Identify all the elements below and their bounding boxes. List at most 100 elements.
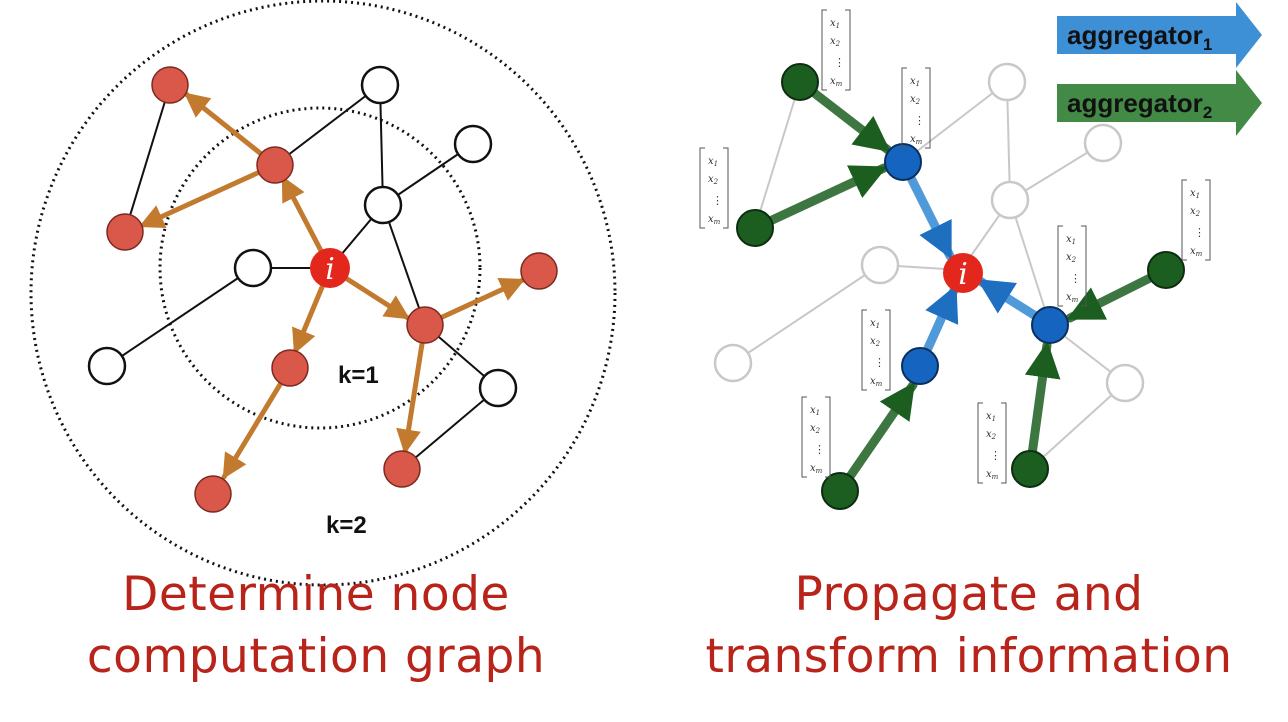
feature-entry: x1 bbox=[708, 156, 718, 168]
k1-boundary bbox=[158, 106, 482, 430]
feature-ellipsis: ⋮ bbox=[914, 114, 925, 127]
hop-edge bbox=[396, 322, 428, 455]
faded-edges bbox=[732, 81, 1126, 470]
graph-node bbox=[884, 143, 922, 181]
graph-node bbox=[1105, 363, 1145, 403]
graph-node bbox=[1031, 306, 1069, 344]
feature-vector: x1 x2 xm ⋮ bbox=[901, 67, 931, 149]
center-node-label: i bbox=[958, 257, 968, 292]
graph-node bbox=[520, 252, 558, 290]
agg1-nodes bbox=[884, 143, 1069, 385]
feature-vector: x1 x2 xm ⋮ bbox=[977, 402, 1007, 484]
feature-entry: x2 bbox=[708, 174, 719, 186]
hop-edge bbox=[138, 162, 278, 229]
feature-entry: xm bbox=[986, 469, 999, 481]
feature-entry: x1 bbox=[1066, 234, 1076, 246]
right-caption: Propagate and transform information bbox=[650, 564, 1288, 688]
faded-nodes bbox=[713, 62, 1145, 403]
left-caption: Determine node computation graph bbox=[0, 564, 632, 688]
k1-label: k=1 bbox=[338, 362, 379, 389]
agg2-edge bbox=[750, 163, 889, 233]
graph-node bbox=[1083, 123, 1123, 163]
graph-node bbox=[87, 346, 127, 386]
feature-entry: xm bbox=[830, 76, 843, 88]
k2-label: k=2 bbox=[326, 512, 367, 539]
graph-node bbox=[860, 245, 900, 285]
feature-vector: x1 x2 xm ⋮ bbox=[821, 9, 851, 91]
left-caption-line2: computation graph bbox=[86, 629, 546, 684]
feature-vector: x1 x2 xm ⋮ bbox=[1057, 225, 1087, 307]
feature-ellipsis: ⋮ bbox=[1194, 226, 1205, 239]
agg2-edge bbox=[1024, 340, 1061, 474]
feature-entry: x2 bbox=[870, 336, 881, 348]
graph-node bbox=[271, 349, 309, 387]
hop-edge bbox=[221, 365, 293, 480]
graph-node bbox=[363, 185, 403, 225]
feature-entry: x1 bbox=[810, 405, 820, 417]
feature-vector: x1 x2 xm ⋮ bbox=[1181, 179, 1211, 261]
graph-node bbox=[106, 213, 144, 251]
aggregator2-arrow-icon bbox=[1057, 70, 1262, 136]
graph-node bbox=[736, 209, 774, 247]
graph-node bbox=[151, 66, 189, 104]
feature-entry: xm bbox=[708, 214, 721, 226]
feature-ellipsis: ⋮ bbox=[1070, 272, 1081, 285]
feature-ellipsis: ⋮ bbox=[874, 356, 885, 369]
feature-entry: x1 bbox=[830, 18, 840, 30]
left-hop-nodes bbox=[106, 66, 558, 513]
aggregator1-label: aggregator1 bbox=[1067, 20, 1212, 54]
feature-entry: x1 bbox=[870, 318, 880, 330]
k2-boundary bbox=[29, 0, 617, 587]
left-edges bbox=[106, 84, 499, 470]
feature-entry: x2 bbox=[810, 423, 821, 435]
left-panel: i k=1 k=2 bbox=[29, 0, 617, 587]
graph-node bbox=[406, 306, 444, 344]
feature-vector: x1 x2 xm ⋮ bbox=[801, 396, 831, 478]
legend: aggregator1 aggregator2 bbox=[1057, 2, 1262, 136]
graph-node bbox=[478, 368, 518, 408]
graph-node bbox=[901, 347, 939, 385]
graph-node bbox=[453, 124, 493, 164]
feature-entry: xm bbox=[810, 463, 823, 475]
feature-entry: x2 bbox=[986, 429, 997, 441]
graph-node bbox=[194, 475, 232, 513]
graph-node bbox=[987, 62, 1027, 102]
feature-ellipsis: ⋮ bbox=[834, 56, 845, 69]
feature-vectors: x1x2xm⋮x1x2xm⋮x1x2xm⋮x1x2xm⋮x1x2xm⋮x1x2x… bbox=[699, 9, 1211, 484]
feature-entry: xm bbox=[1190, 246, 1203, 258]
feature-entry: x1 bbox=[986, 411, 996, 423]
agg2-edge bbox=[835, 380, 918, 496]
graph-node bbox=[360, 65, 400, 105]
graph-node bbox=[781, 63, 819, 101]
feature-entry: x1 bbox=[1190, 188, 1200, 200]
feature-entry: xm bbox=[910, 134, 923, 146]
agg2-nodes bbox=[736, 63, 1185, 510]
right-panel: i x1x2xm⋮x1x2xm⋮x1x2xm⋮x1x2xm⋮x1x2xm⋮x1x… bbox=[699, 2, 1262, 510]
center-node bbox=[943, 253, 983, 293]
graph-node bbox=[990, 180, 1030, 220]
feature-ellipsis: ⋮ bbox=[712, 194, 723, 207]
feature-vector: x1 x2 xm ⋮ bbox=[699, 147, 729, 229]
center-node bbox=[310, 248, 350, 288]
feature-ellipsis: ⋮ bbox=[990, 449, 1001, 462]
graph-node bbox=[233, 248, 273, 288]
feature-entry: x1 bbox=[910, 76, 920, 88]
center-node-label: i bbox=[325, 252, 335, 287]
graph-node bbox=[713, 343, 753, 383]
graph-node bbox=[821, 472, 859, 510]
feature-entry: xm bbox=[1066, 292, 1079, 304]
feature-entry: x2 bbox=[1190, 206, 1201, 218]
left-caption-line1: Determine node bbox=[122, 567, 510, 622]
feature-entry: x2 bbox=[830, 36, 841, 48]
feature-entry: x2 bbox=[1066, 252, 1077, 264]
right-caption-line2: transform information bbox=[705, 629, 1233, 684]
aggregator2-label: aggregator2 bbox=[1067, 88, 1212, 122]
right-caption-line1: Propagate and bbox=[794, 567, 1144, 622]
feature-ellipsis: ⋮ bbox=[814, 443, 825, 456]
feature-vector: x1 x2 xm ⋮ bbox=[861, 309, 891, 391]
feature-entry: xm bbox=[870, 376, 883, 388]
graph-node bbox=[1011, 450, 1049, 488]
left-unselected-nodes bbox=[87, 65, 518, 408]
hop-edge bbox=[183, 91, 278, 168]
